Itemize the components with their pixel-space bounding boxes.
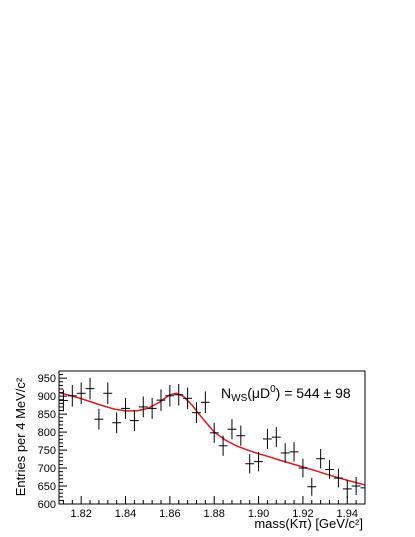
annotation-value: = 544 ± 98 — [280, 385, 351, 401]
data-point — [200, 391, 210, 414]
annotation-mu: μ — [252, 385, 260, 401]
data-points-layer — [59, 377, 366, 498]
data-point — [342, 479, 352, 498]
fit-annotation: NWS(μD0) = 544 ± 98 — [221, 384, 351, 404]
y-tick-label: 900 — [38, 391, 56, 403]
data-point — [307, 477, 317, 496]
x-axis-title: mass(Kπ) [GeV/c²] — [254, 516, 363, 531]
plot-frame — [58, 370, 366, 505]
fit-curve-layer — [58, 391, 366, 486]
data-point — [165, 385, 175, 407]
data-point — [85, 377, 95, 400]
annotation-paren-open: ( — [247, 385, 252, 401]
y-tick-label: 800 — [38, 427, 56, 439]
data-point — [138, 396, 148, 418]
data-point — [227, 419, 237, 440]
y-tick-label: 750 — [38, 445, 56, 457]
data-point — [298, 458, 308, 478]
data-point — [254, 451, 263, 472]
x-tick-label: 1.88 — [204, 508, 225, 520]
data-point — [103, 382, 113, 405]
data-point — [360, 478, 366, 497]
data-point — [333, 468, 343, 488]
data-point — [67, 385, 77, 407]
annotation-superscript: 0 — [270, 384, 276, 395]
data-point — [325, 460, 334, 479]
data-point — [129, 410, 139, 432]
data-point — [271, 427, 281, 448]
data-point — [192, 402, 201, 424]
data-point — [76, 382, 86, 405]
y-tick-label: 850 — [38, 409, 56, 421]
data-point — [59, 389, 68, 412]
data-point — [236, 425, 246, 446]
annotation-prefix: N — [221, 385, 231, 401]
data-point — [209, 422, 219, 443]
y-tick-label: 600 — [38, 499, 56, 511]
data-point — [174, 383, 184, 406]
y-tick-label: 700 — [38, 463, 56, 475]
data-point — [316, 449, 326, 469]
data-point — [156, 389, 166, 411]
data-point — [280, 443, 290, 463]
data-point — [94, 408, 104, 430]
x-tick-label: 1.94 — [337, 508, 358, 520]
data-point — [263, 428, 272, 450]
y-tick-label: 650 — [38, 481, 56, 493]
data-point — [121, 397, 130, 419]
y-tick-label: 950 — [38, 373, 56, 385]
fit-curve — [58, 391, 366, 486]
x-tick-label: 1.92 — [292, 508, 313, 520]
data-point — [289, 442, 299, 462]
data-point — [183, 387, 193, 410]
data-point — [147, 397, 157, 419]
x-tick-label: 1.82 — [70, 508, 91, 520]
x-tick-label: 1.84 — [115, 508, 136, 520]
data-point — [245, 454, 255, 474]
annotation-paren-close: ) — [276, 385, 281, 401]
x-tick-label: 1.90 — [248, 508, 269, 520]
data-point — [112, 412, 122, 434]
data-point — [351, 477, 361, 496]
annotation-subscript: WS — [231, 393, 247, 404]
y-axis-ticks: 600 650 700 750 800 850 900 950 — [38, 370, 67, 511]
annotation-particle: D — [260, 385, 270, 401]
y-axis-title: Entries per 4 MeV/c² — [13, 377, 28, 496]
x-tick-label: 1.86 — [159, 508, 180, 520]
data-point — [218, 435, 228, 456]
x-axis-ticks: 1.82 1.84 1.86 1.88 1.90 1.92 1.94 — [62, 496, 358, 520]
